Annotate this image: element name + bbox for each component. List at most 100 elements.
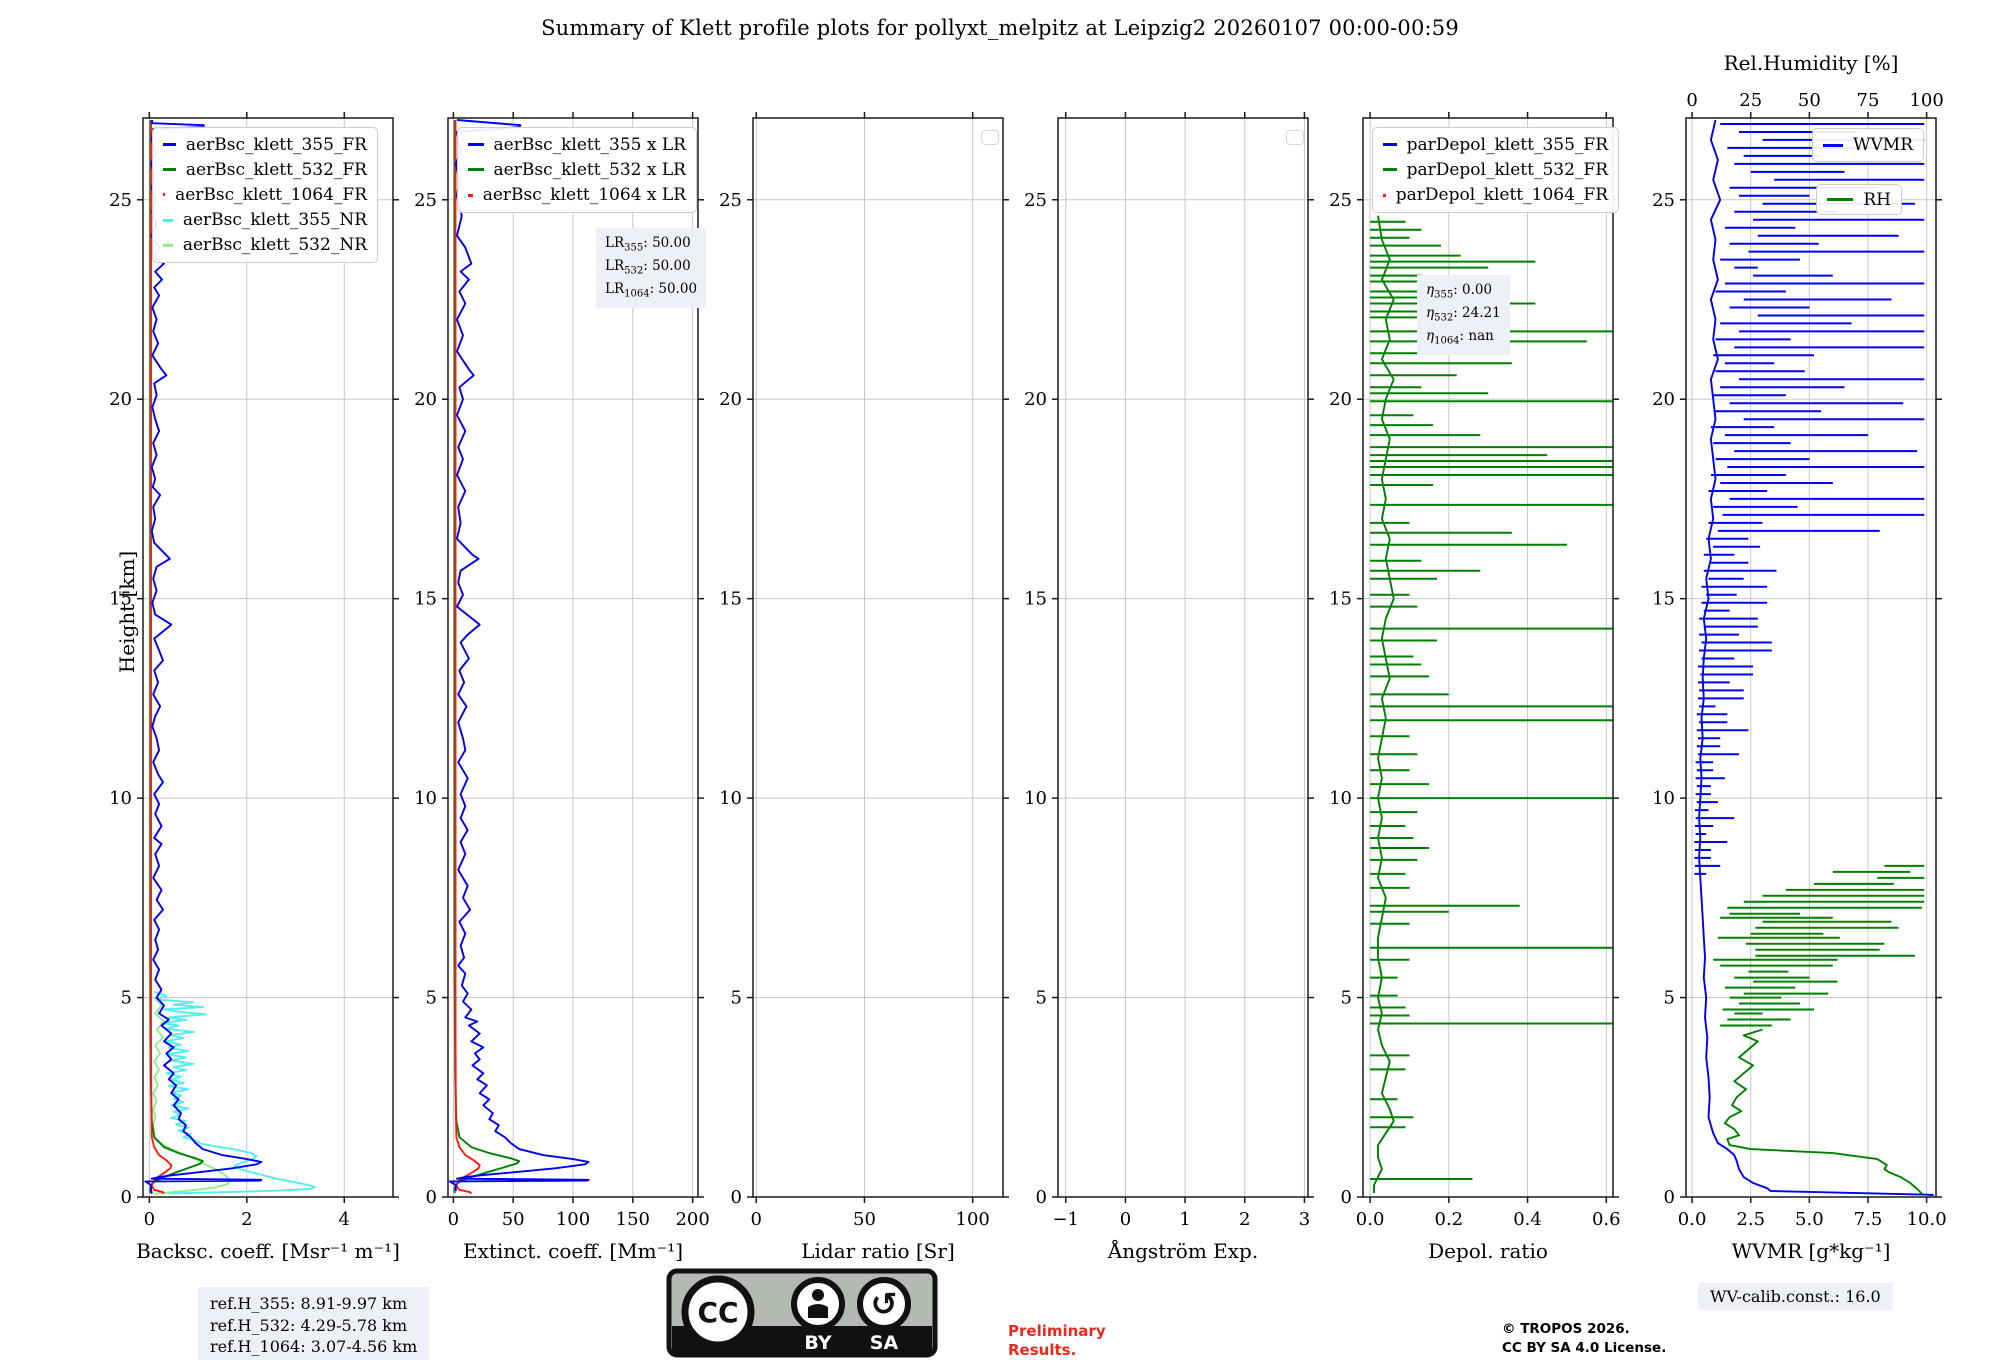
legend-line-swatch	[1383, 168, 1397, 172]
legend-extinction: aerBsc_klett_355 x LR aerBsc_klett_532 x …	[457, 127, 697, 213]
y-tick-label: 25	[1329, 190, 1352, 211]
legend-line-swatch	[163, 168, 176, 172]
panel-2: 0 50 100 0 5 10 15 20 25 Lidar ratio [Sr]	[719, 112, 1009, 1263]
legend-line-swatch	[1823, 143, 1844, 147]
preliminary-line1: Preliminary	[1008, 1322, 1106, 1340]
legend-empty-placeholder	[1286, 130, 1304, 145]
y-tick-label: 0	[731, 1187, 742, 1208]
cc-by-sa-badge: CC ↺ BY SA	[666, 1268, 938, 1360]
y-tick-label: 15	[1024, 589, 1047, 610]
x-axis-label: Extinct. coeff. [Mm⁻¹]	[463, 1239, 683, 1263]
legend-label: aerBsc_klett_1064 x LR	[482, 185, 686, 206]
legend-item: aerBsc_klett_355_NR	[163, 210, 367, 230]
y-tick-label: 15	[414, 589, 437, 610]
legend-item: parDepol_klett_1064_FR	[1383, 185, 1608, 205]
x-tick-label: 0	[144, 1209, 155, 1230]
badge-by-label: BY	[804, 1332, 831, 1354]
info-line: LR532: 50.00	[605, 258, 691, 277]
x-tick-label: 7.5	[1854, 1209, 1883, 1230]
legend-line-swatch	[163, 243, 173, 247]
x-tick-label: 2	[241, 1209, 252, 1230]
series-parDepol_klett_532_FR_spikes	[1370, 220, 1613, 1180]
top-tick-label: 0	[1686, 90, 1697, 111]
x-axis-label: Backsc. coeff. [Msr⁻¹ m⁻¹]	[136, 1239, 400, 1263]
y-tick-label: 5	[731, 988, 742, 1009]
axes-frame	[142, 117, 394, 1198]
axes-frame	[1362, 117, 1614, 1198]
legend-label: aerBsc_klett_355_NR	[182, 210, 367, 231]
license-line2: CC BY SA 4.0 License.	[1502, 1339, 1667, 1356]
axes-frame	[1685, 117, 1937, 1198]
cc-badge-icon: CC ↺ BY SA	[666, 1268, 938, 1358]
legend-label: WVMR	[1853, 135, 1913, 155]
legend-label: aerBsc_klett_532 x LR	[493, 159, 686, 180]
y-tick-label: 15	[1329, 589, 1352, 610]
y-tick-label: 15	[1652, 589, 1675, 610]
legend-line-swatch	[1383, 143, 1397, 147]
y-tick-label: 10	[719, 788, 742, 809]
y-tick-label: 15	[719, 589, 742, 610]
x-tick-label: 5.0	[1795, 1209, 1824, 1230]
info-line: LR355: 50.00	[605, 235, 691, 254]
y-tick-label: 10	[109, 788, 132, 809]
y-tick-label: 0	[121, 1187, 132, 1208]
x-tick-label: 0	[751, 1209, 762, 1230]
top-tick-label: 100	[1909, 90, 1943, 111]
series-RH_noise	[1713, 864, 1925, 1027]
legend-line-swatch	[1827, 198, 1854, 201]
legend-line-swatch	[468, 168, 484, 172]
y-tick-label: 20	[1652, 389, 1675, 410]
x-axis-label: Depol. ratio	[1428, 1239, 1548, 1263]
y-tick-label: 20	[414, 389, 437, 410]
panel-0: 0 2 4 0 5 10 15 20 25 Backsc. coeff. [Msr⁻¹ m⁻¹]	[109, 112, 400, 1263]
y-tick-label: 0	[1036, 1187, 1047, 1208]
license-line1: © TROPOS 2026.	[1502, 1321, 1630, 1337]
license-note: © TROPOS 2026. CC BY SA 4.0 License.	[1502, 1320, 1666, 1358]
legend-item: aerBsc_klett_355_FR	[163, 135, 367, 155]
legend-depol: parDepol_klett_355_FR parDepol_klett_532_…	[1372, 127, 1619, 213]
x-tick-label: 0.4	[1513, 1209, 1542, 1230]
legend-rh: RH	[1816, 184, 1902, 215]
legend-item: aerBsc_klett_532_NR	[163, 235, 367, 255]
legend-line-swatch	[1383, 193, 1386, 197]
y-tick-label: 0	[426, 1187, 437, 1208]
legend-empty-placeholder	[981, 130, 999, 145]
preliminary-line2: Results.	[1008, 1340, 1077, 1359]
series-aerBsc_klett_355_NR	[153, 990, 316, 1195]
y-tick-label: 25	[1652, 190, 1675, 211]
info-line: η355: 0.00	[1426, 282, 1493, 301]
x-tick-label: 50	[853, 1209, 876, 1230]
ref-height-355: ref.H_355: 8.91-9.97 km	[210, 1294, 408, 1313]
reference-height-box: ref.H_355: 8.91-9.97 km ref.H_532: 4.29-…	[198, 1287, 430, 1360]
preliminary-results-note: Preliminary Results.	[1008, 1322, 1106, 1360]
legend-item: aerBsc_klett_532_FR	[163, 160, 367, 180]
top-tick-label: 75	[1857, 90, 1880, 111]
x-tick-label: 3	[1299, 1209, 1310, 1230]
legend-line-swatch	[163, 143, 176, 147]
legend-item: parDepol_klett_355_FR	[1383, 135, 1608, 155]
legend-line-swatch	[163, 193, 166, 197]
y-tick-label: 25	[109, 190, 132, 211]
legend-line-swatch	[468, 143, 484, 147]
eta-info-box: η355: 0.00 η532: 24.21 η1064: nan	[1417, 275, 1510, 355]
legend-label: aerBsc_klett_1064_FR	[175, 184, 367, 205]
x-tick-label: 0.6	[1592, 1209, 1621, 1230]
series-parDepol_klett_532_FR_base	[1373, 215, 1395, 1193]
legend-label: parDepol_klett_1064_FR	[1395, 185, 1608, 206]
series-aerBsc_klett_355 x LR	[448, 119, 590, 1191]
x-tick-label: 150	[616, 1209, 650, 1230]
series-aerBsc_klett_355_FR	[144, 119, 263, 1194]
top-tick-label: 50	[1798, 90, 1821, 111]
legend-label: aerBsc_klett_355 x LR	[493, 134, 686, 155]
x-tick-label: 0.2	[1435, 1209, 1464, 1230]
panel-4: 0.0 0.2 0.4 0.6 0 5 10 15 20 25 Depol. ratio	[1329, 112, 1621, 1263]
legend-item: aerBsc_klett_355 x LR	[468, 135, 686, 155]
x-tick-label: 200	[675, 1209, 709, 1230]
y-tick-label: 5	[121, 988, 132, 1009]
y-tick-label: 5	[1341, 988, 1352, 1009]
y-tick-label: 0	[1664, 1187, 1675, 1208]
